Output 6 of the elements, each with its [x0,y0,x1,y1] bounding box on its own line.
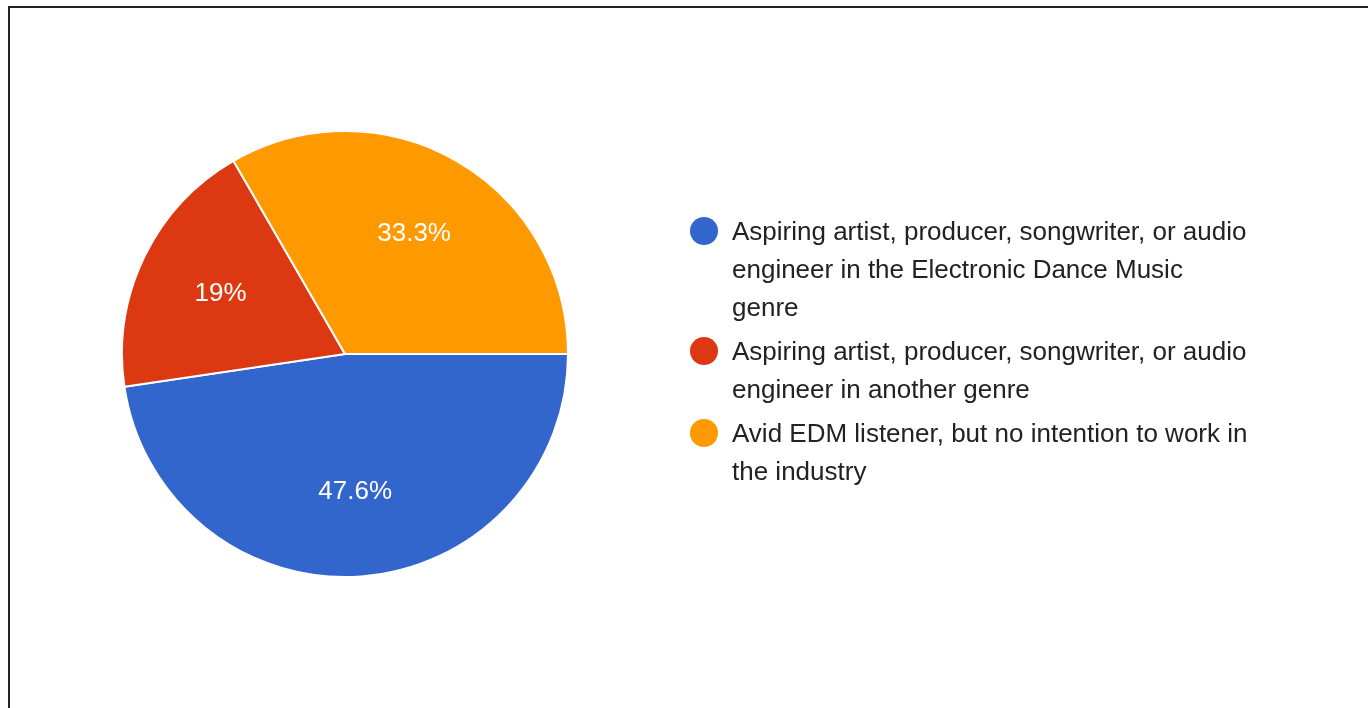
data-label: 33.3% [377,217,451,248]
data-label: 47.6% [318,475,393,506]
data-label: 19% [194,277,247,308]
legend-label: Aspiring artist, producer, songwriter, or audio engineer in another genre [732,335,1248,406]
legend-label: Avid EDM listener, but no intention to work in the industry [732,417,1249,488]
legend-label: Aspiring artist, producer, songwriter, or audio engineer in the Electronic Dance Music genre [732,215,1248,324]
